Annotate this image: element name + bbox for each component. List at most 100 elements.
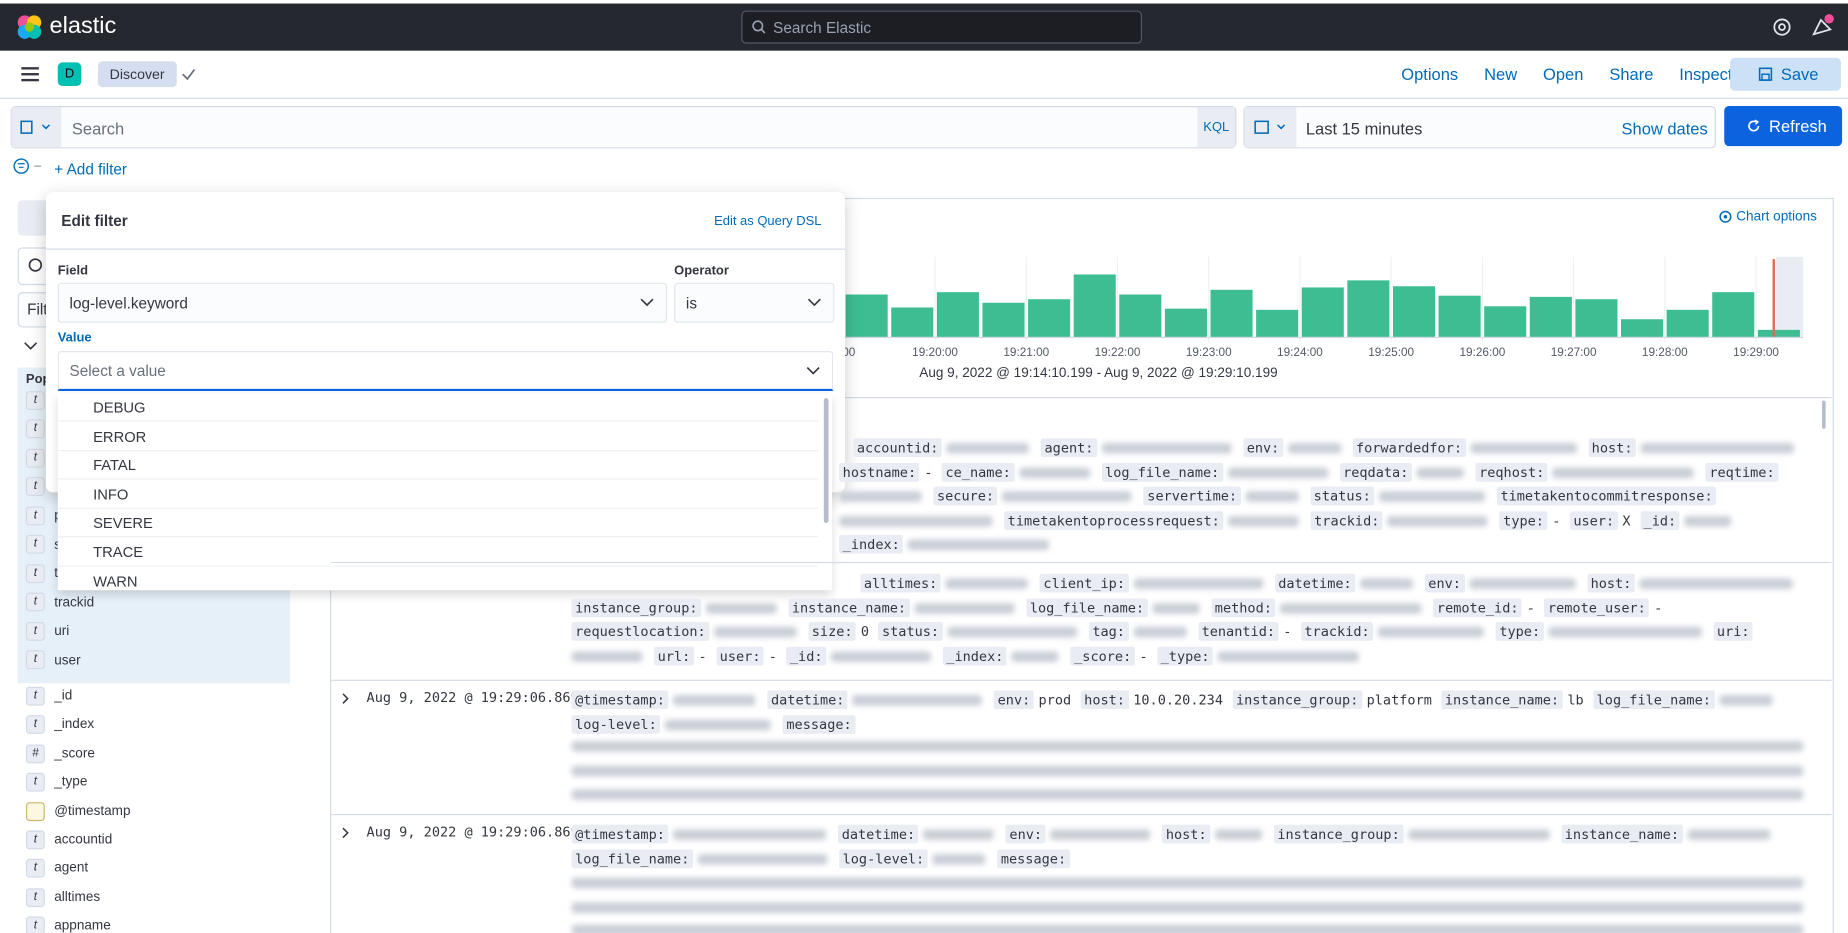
- table-scrollbar: [1822, 400, 1826, 429]
- field-item[interactable]: t _index: [25, 713, 94, 737]
- collapse-icon[interactable]: [24, 340, 38, 352]
- field-item[interactable]: t _type: [25, 771, 87, 795]
- field-key: method:: [1211, 597, 1276, 617]
- blurred-value: [1133, 626, 1187, 638]
- add-filter[interactable]: + Add filter: [54, 160, 128, 178]
- expand-chevron[interactable]: [341, 690, 350, 709]
- logo-text: elastic: [49, 12, 117, 39]
- value-option[interactable]: ERROR: [57, 422, 818, 451]
- field-type-icon: t: [25, 593, 45, 612]
- blurred-value: [665, 719, 772, 730]
- chart-options[interactable]: Chart options: [1718, 210, 1817, 224]
- saved-query-button[interactable]: [11, 107, 62, 148]
- value-option[interactable]: SEVERE: [57, 509, 818, 538]
- breadcrumb[interactable]: Discover: [97, 61, 177, 88]
- x-tick-label: 19:24:00: [1277, 346, 1323, 359]
- blurred-value: [1470, 442, 1577, 454]
- field-type-icon: t: [25, 772, 45, 792]
- histogram-bar: [936, 292, 979, 337]
- field-key: tenantid:: [1198, 621, 1279, 641]
- date-picker[interactable]: Last 15 minutes Show dates: [1243, 106, 1716, 149]
- field-item[interactable]: t user: [25, 649, 81, 673]
- blurred-value: [1227, 467, 1328, 478]
- menu-item[interactable]: New: [1484, 64, 1518, 84]
- field-key: status:: [878, 621, 943, 641]
- value-option[interactable]: FATAL: [57, 451, 818, 480]
- value-option[interactable]: WARN: [58, 567, 818, 590]
- blurred-value: [1379, 491, 1486, 502]
- value-combo[interactable]: Select a value: [57, 351, 834, 392]
- show-dates[interactable]: Show dates: [1621, 118, 1708, 138]
- field-key: user:: [716, 646, 765, 665]
- menu-item[interactable]: Options: [1401, 64, 1459, 84]
- field-key: _type:: [1157, 646, 1214, 665]
- blurred-value: [1011, 650, 1059, 662]
- histogram-bar: [1256, 309, 1299, 337]
- field-item[interactable]: t: [25, 418, 54, 442]
- field-key: reqdata:: [1339, 462, 1412, 482]
- field-key: timetakentocommitresponse:: [1496, 486, 1717, 506]
- field-item[interactable]: t appname: [25, 914, 111, 933]
- blurred-value: [1217, 650, 1360, 662]
- value-option[interactable]: INFO: [57, 480, 818, 509]
- field-item[interactable]: t: [25, 446, 54, 470]
- field-item[interactable]: t uri: [25, 620, 69, 644]
- menu-item[interactable]: Inspect: [1679, 64, 1733, 84]
- save-button[interactable]: Save: [1730, 57, 1841, 91]
- field-type-icon: t: [25, 391, 45, 410]
- field-item[interactable]: t _id: [25, 684, 72, 708]
- language-switcher[interactable]: KQL: [1197, 107, 1236, 148]
- field-type-icon: t: [25, 477, 45, 497]
- field-item[interactable]: t trackid: [25, 591, 94, 615]
- global-search[interactable]: Search Elastic: [741, 10, 1143, 44]
- value-placeholder: Select a value: [69, 361, 166, 380]
- histogram-bar: [1575, 299, 1618, 337]
- field-type-icon: t: [25, 564, 45, 584]
- query-dsl-link[interactable]: Edit as Query DSL: [714, 214, 822, 229]
- field-item[interactable]: # _score: [25, 742, 95, 766]
- field-value: 0: [860, 623, 870, 640]
- field-key: env:: [1424, 573, 1465, 593]
- field-type-icon: t: [25, 715, 45, 735]
- space-avatar[interactable]: D: [57, 62, 82, 86]
- field-type-icon: #: [25, 744, 45, 764]
- field-key: datetime:: [838, 824, 919, 844]
- field-item[interactable]: @timestamp: [25, 799, 130, 823]
- field-item[interactable]: t alltimes: [25, 886, 100, 910]
- histogram-bar: [845, 294, 888, 337]
- x-tick-label: 19:29:00: [1733, 346, 1779, 359]
- menu-item[interactable]: Share: [1609, 64, 1654, 84]
- field-type-icon: t: [25, 887, 45, 907]
- field-item[interactable]: t: [25, 475, 54, 499]
- field-key: remote_id:: [1433, 597, 1523, 617]
- x-tick-label: 19:23:00: [1186, 346, 1232, 359]
- menu-toggle[interactable]: [21, 66, 40, 82]
- x-tick-label: 19:20:00: [912, 346, 958, 359]
- value-option[interactable]: TRACE: [57, 538, 818, 567]
- field-item[interactable]: t: [25, 389, 54, 413]
- field-combo[interactable]: log-level.keyword: [57, 282, 668, 323]
- news-icon[interactable]: [1810, 13, 1836, 39]
- field-key: log-level:: [839, 848, 928, 868]
- blurred-value: [1719, 695, 1773, 706]
- blurred-value: [947, 626, 1077, 638]
- help-icon[interactable]: [1773, 18, 1792, 37]
- field-name: accountid: [54, 832, 113, 848]
- quick-menu-button[interactable]: [1244, 107, 1297, 148]
- field-key: remote_user:: [1544, 597, 1650, 617]
- field-key: host:: [1588, 438, 1637, 458]
- query-input[interactable]: Search KQL: [10, 106, 1237, 149]
- field-item[interactable]: t agent: [25, 857, 88, 881]
- field-item[interactable]: t accountid: [25, 828, 113, 852]
- expand-chevron[interactable]: [341, 825, 350, 844]
- filter-menu-icon[interactable]: [13, 158, 44, 174]
- value-option[interactable]: DEBUG: [57, 393, 818, 422]
- blurred-message: [571, 789, 1804, 800]
- operator-select[interactable]: is: [674, 282, 835, 323]
- blurred-value: [1408, 829, 1550, 840]
- x-tick-label: 19:26:00: [1459, 346, 1505, 359]
- refresh-button[interactable]: Refresh: [1724, 106, 1843, 147]
- refresh-label: Refresh: [1769, 116, 1827, 136]
- menu-item[interactable]: Open: [1543, 64, 1584, 84]
